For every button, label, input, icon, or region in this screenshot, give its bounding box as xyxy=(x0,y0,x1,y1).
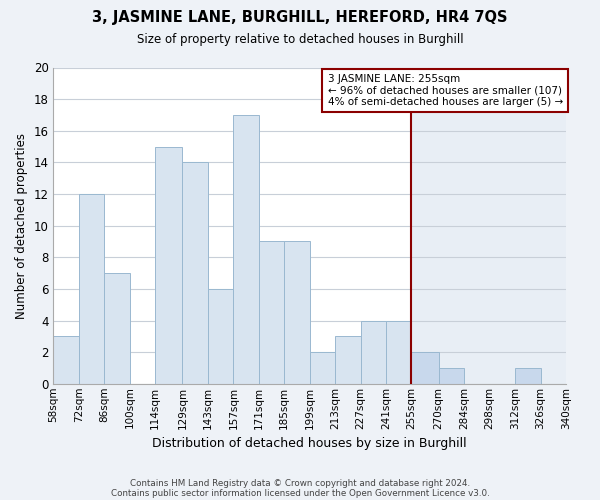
Bar xyxy=(79,194,104,384)
Bar xyxy=(104,273,130,384)
Bar xyxy=(53,336,79,384)
X-axis label: Distribution of detached houses by size in Burghill: Distribution of detached houses by size … xyxy=(152,437,467,450)
Bar xyxy=(259,242,284,384)
Bar xyxy=(386,320,412,384)
Bar xyxy=(361,320,386,384)
Bar xyxy=(412,352,439,384)
Bar xyxy=(155,146,182,384)
Bar xyxy=(208,289,233,384)
Text: Contains HM Land Registry data © Crown copyright and database right 2024.: Contains HM Land Registry data © Crown c… xyxy=(130,478,470,488)
Y-axis label: Number of detached properties: Number of detached properties xyxy=(15,132,28,318)
Bar xyxy=(310,352,335,384)
Text: 3 JASMINE LANE: 255sqm
← 96% of detached houses are smaller (107)
4% of semi-det: 3 JASMINE LANE: 255sqm ← 96% of detached… xyxy=(328,74,563,107)
Bar xyxy=(439,368,464,384)
Bar xyxy=(566,368,592,384)
Text: Contains public sector information licensed under the Open Government Licence v3: Contains public sector information licen… xyxy=(110,488,490,498)
Text: 3, JASMINE LANE, BURGHILL, HEREFORD, HR4 7QS: 3, JASMINE LANE, BURGHILL, HEREFORD, HR4… xyxy=(92,10,508,25)
Bar xyxy=(335,336,361,384)
Bar xyxy=(233,115,259,384)
Text: Size of property relative to detached houses in Burghill: Size of property relative to detached ho… xyxy=(137,32,463,46)
Bar xyxy=(284,242,310,384)
Bar xyxy=(182,162,208,384)
Bar xyxy=(412,68,566,384)
Bar xyxy=(53,68,412,384)
Bar xyxy=(515,368,541,384)
